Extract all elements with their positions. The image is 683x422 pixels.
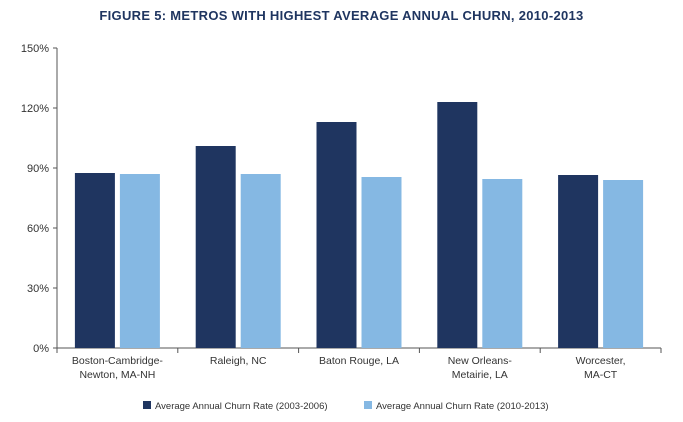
x-category-label: Baton Rouge, LA: [319, 355, 399, 367]
x-category-label: New Orleans-Metairie, LA: [448, 355, 513, 381]
y-tick-label: 90%: [27, 163, 49, 175]
legend-swatch-1: [143, 401, 151, 409]
y-tick-label: 120%: [21, 103, 49, 115]
chart-title: FIGURE 5: METROS WITH HIGHEST AVERAGE AN…: [99, 8, 584, 23]
bar-series2: [603, 180, 644, 348]
bar-series1: [74, 173, 115, 348]
legend-label-2: Average Annual Churn Rate (2010-2013): [376, 401, 549, 412]
bar-series1: [195, 146, 236, 348]
legend-label-1: Average Annual Churn Rate (2003-2006): [155, 401, 328, 412]
bar-series2: [240, 174, 281, 348]
bar-series2: [482, 179, 523, 348]
bar-series1: [437, 102, 478, 348]
legend-swatch-2: [364, 401, 372, 409]
x-category-label: Raleigh, NC: [210, 355, 267, 367]
y-tick-label: 60%: [27, 223, 49, 235]
bar-series2: [361, 177, 402, 348]
x-category-label: Worcester, MA-CT: [576, 355, 626, 381]
y-tick-label: 0%: [33, 343, 49, 355]
bar-series2: [119, 174, 160, 348]
x-category-label: Boston-Cambridge-Newton, MA-NH: [72, 355, 164, 381]
bar-series1: [558, 175, 599, 348]
bar-series1: [316, 122, 357, 348]
y-tick-label: 150%: [21, 43, 49, 55]
y-tick-label: 30%: [27, 283, 49, 295]
